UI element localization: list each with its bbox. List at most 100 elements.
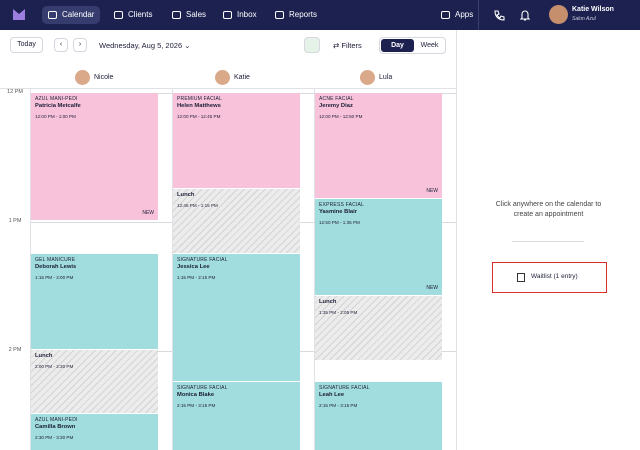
user-avatar[interactable] (549, 5, 568, 24)
logo (13, 9, 25, 20)
column-line (30, 89, 31, 450)
nav-label: Sales (186, 10, 207, 19)
appointment-time: 12:00 PM - 1:00 PM (35, 113, 76, 119)
staff-avatar (360, 69, 375, 85)
staff-name: Lula (379, 73, 393, 81)
new-tag: NEW (142, 210, 154, 217)
appointment-time: 1:15 PM - 2:00 PM (35, 274, 74, 280)
next-button[interactable]: › (73, 38, 87, 52)
divider (478, 0, 479, 30)
time-label: 1 PM (8, 218, 22, 224)
appointment-time: 12:00 PM - 12:45 PM (177, 113, 221, 119)
appointment[interactable]: PREMIUM FACIAL Helen Matthews 12:00 PM - 1… (173, 93, 300, 189)
panel-divider (456, 30, 457, 450)
nav-label: Inbox (237, 10, 257, 19)
service: AZUL MANI-PEDI (35, 96, 78, 102)
client-name: Monica Blake (177, 391, 215, 398)
filters-button[interactable]: ⇄ Filters (333, 41, 362, 50)
waitlist-label: Waitlist (1 entry) (531, 273, 578, 280)
notes-button[interactable] (304, 37, 320, 53)
service: SIGNATURE FACIAL (177, 257, 228, 263)
appointment-time: 2:15 PM - 3:15 PM (177, 402, 216, 408)
appointment-time: 12:50 PM - 1:35 PM (319, 219, 360, 225)
staff-header[interactable]: Nicole (75, 69, 113, 85)
nav-reports[interactable]: Reports (269, 6, 323, 24)
header-line (0, 88, 456, 89)
appointment-time: 1:15 PM - 2:15 PM (177, 274, 216, 280)
phone-icon[interactable] (493, 9, 505, 21)
column-line (172, 89, 173, 450)
staff-header[interactable]: Lula (360, 69, 392, 85)
appointment-time: 2:00 PM - 2:30 PM (35, 363, 74, 369)
service: SIGNATURE FACIAL (319, 385, 370, 391)
service: PREMIUM FACIAL (177, 96, 223, 102)
week-view[interactable]: Week (420, 42, 439, 49)
filters-label: Filters (341, 41, 362, 50)
time-label: 2 PM (8, 347, 22, 353)
client-name: Yasmine Blair (319, 208, 358, 215)
appointment-time: 12:45 PM - 1:15 PM (177, 202, 218, 208)
bell-icon[interactable] (519, 9, 531, 21)
client-name: Helen Matthews (177, 102, 221, 109)
client-name: Deborah Lewis (35, 263, 77, 270)
appointment[interactable]: GEL MANICURE Deborah Lewis 1:15 PM - 2:00 … (31, 254, 158, 350)
appointment-time: 2:30 PM - 3:30 PM (35, 434, 74, 440)
appointment-time: 2:15 PM - 3:15 PM (319, 402, 358, 408)
service: AZUL MANI-PEDI (35, 417, 78, 423)
day-view[interactable]: Day (381, 39, 414, 52)
appointment[interactable]: EXPRESS FACIAL Yasmine Blair 12:50 PM - 1:… (315, 199, 442, 296)
client-name: Camilla Brown (35, 423, 76, 430)
appointment[interactable]: Lunch 1:35 PM - 2:05 PM (315, 296, 442, 361)
date-label: Wednesday, Aug 5, 2026 (99, 41, 183, 50)
nav-apps[interactable]: Apps (435, 6, 479, 24)
user-name: Katie Wilson (572, 6, 614, 13)
staff-avatar (75, 69, 90, 85)
today-button[interactable]: Today (10, 37, 43, 53)
waitlist-button[interactable]: Waitlist (1 entry) (492, 262, 607, 293)
column-line (314, 89, 315, 450)
appointment[interactable]: AZUL MANI-PEDI Camilla Brown 2:30 PM - 3:3… (31, 414, 158, 450)
service: Lunch (35, 353, 53, 359)
service: EXPRESS FACIAL (319, 202, 365, 208)
service: Lunch (319, 299, 337, 305)
service: GEL MANICURE (35, 257, 76, 263)
view-toggle: Day Week (379, 37, 446, 54)
nav-inbox[interactable]: Inbox (217, 6, 263, 24)
client-name: Leah Lee (319, 391, 345, 398)
hint-text: Click anywhere on the calendar to create… (495, 201, 602, 219)
salon-name: Salon Azul (572, 16, 596, 22)
nav-label: Calendar (62, 10, 95, 19)
appointment[interactable]: SIGNATURE FACIAL Leah Lee 2:15 PM - 3:15 P… (315, 382, 442, 450)
nav-label: Reports (289, 10, 318, 19)
time-label: 12 PM (7, 89, 23, 95)
staff-avatar (215, 69, 230, 85)
appointment[interactable]: SIGNATURE FACIAL Jessica Lee 1:15 PM - 2:1… (173, 254, 300, 382)
appointment[interactable]: SIGNATURE FACIAL Monica Blake 2:15 PM - 3:… (173, 382, 300, 450)
separator (512, 241, 584, 242)
date-picker[interactable]: Wednesday, Aug 5, 2026 ⌄ (99, 41, 191, 50)
appointment[interactable]: ACNE FACIAL Jeremy Diaz 12:00 PM - 12:50 P… (315, 93, 442, 199)
nav-label: Apps (455, 10, 474, 19)
service: Lunch (177, 192, 195, 198)
staff-name: Katie (234, 73, 250, 81)
service: SIGNATURE FACIAL (177, 385, 228, 391)
nav-clients[interactable]: Clients (108, 6, 158, 24)
nav-sales[interactable]: Sales (166, 6, 212, 24)
waitlist-icon (517, 273, 525, 282)
client-name: Jeremy Diaz (319, 102, 353, 109)
client-name: Patricia Metcalfe (35, 102, 81, 109)
staff-name: Nicole (94, 73, 114, 81)
appointment-time: 12:00 PM - 12:50 PM (319, 113, 363, 119)
nav-label: Clients (128, 10, 153, 19)
prev-button[interactable]: ‹ (54, 38, 68, 52)
appointment-time: 1:35 PM - 2:05 PM (319, 309, 358, 315)
appointment[interactable]: Lunch 12:45 PM - 1:15 PM (173, 189, 300, 254)
staff-header[interactable]: Katie (215, 69, 250, 85)
new-tag: NEW (426, 285, 438, 292)
client-name: Jessica Lee (177, 263, 210, 270)
appointment[interactable]: AZUL MANI-PEDI Patricia Metcalfe 12:00 PM … (31, 93, 158, 221)
nav-calendar[interactable]: Calendar (42, 6, 101, 24)
service: ACNE FACIAL (319, 96, 354, 102)
appointment[interactable]: Lunch 2:00 PM - 2:30 PM (31, 350, 158, 414)
nav-bar: Calendar Clients Sales Inbox Reports App… (0, 0, 640, 30)
